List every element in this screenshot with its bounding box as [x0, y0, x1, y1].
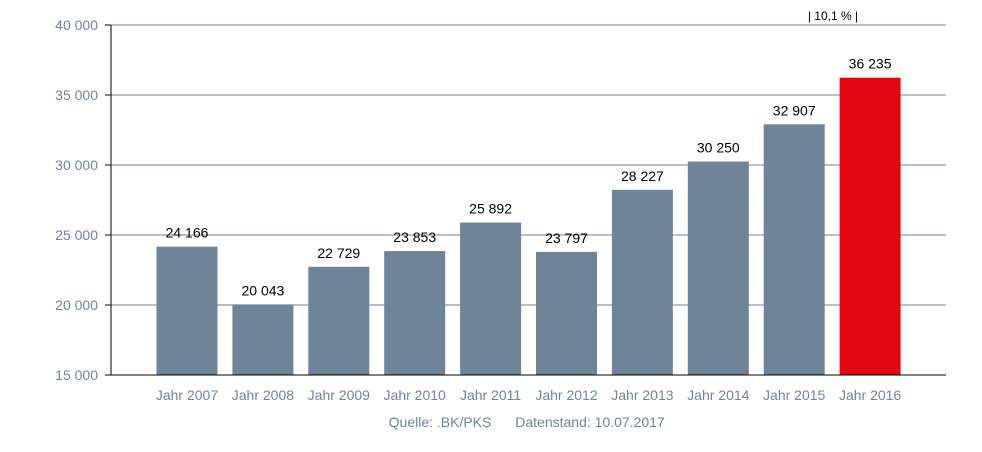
axes	[105, 24, 946, 376]
bar	[384, 251, 446, 375]
data-label: 23 797	[545, 230, 588, 246]
bars	[156, 77, 901, 376]
change-annotation: | 10,1 % |	[808, 9, 858, 23]
bar	[156, 246, 218, 375]
bar	[232, 304, 294, 375]
bar	[839, 77, 901, 376]
data-label: 22 729	[317, 245, 360, 261]
x-tick-label: Jahr 2012	[535, 387, 597, 403]
y-tick-label: 35 000	[55, 87, 98, 103]
y-tick-label: 25 000	[55, 227, 98, 243]
x-tick-label: Jahr 2011	[460, 387, 521, 403]
y-tick-label: 40 000	[55, 17, 98, 33]
x-tick-label: Jahr 2010	[384, 387, 446, 403]
data-label: 32 907	[773, 102, 816, 118]
x-tick-label: Jahr 2007	[156, 387, 218, 403]
labels: 15 000 20 000 25 000 30 000 35 000 40 000 24 1…	[55, 9, 901, 403]
bar	[687, 161, 749, 375]
data-label: 30 250	[697, 140, 740, 156]
y-tick-label: 20 000	[55, 297, 98, 313]
x-tick-label: Jahr 2008	[232, 387, 294, 403]
source-label: Quelle: .BK/PKS	[389, 414, 492, 430]
data-label: 25 892	[469, 201, 512, 217]
data-label: 28 227	[621, 168, 664, 184]
bar	[611, 189, 673, 375]
data-label: 24 166	[166, 225, 209, 241]
bar	[536, 251, 597, 375]
y-tick-label: 30 000	[55, 157, 98, 173]
bar	[308, 266, 370, 375]
data-label: 23 853	[393, 229, 436, 245]
y-tick-label: 15 000	[55, 367, 98, 383]
date-label: Datenstand: 10.07.2017	[515, 414, 665, 430]
bar	[763, 124, 825, 375]
x-tick-label: Jahr 2013	[611, 387, 673, 403]
bar	[460, 222, 522, 375]
x-tick-label: Jahr 2016	[839, 387, 901, 403]
x-tick-label: Jahr 2009	[308, 387, 370, 403]
data-label: 36 235	[849, 56, 892, 72]
x-tick-label: Jahr 2014	[687, 387, 749, 403]
x-tick-label: Jahr 2015	[763, 387, 825, 403]
data-label: 20 043	[241, 282, 284, 298]
